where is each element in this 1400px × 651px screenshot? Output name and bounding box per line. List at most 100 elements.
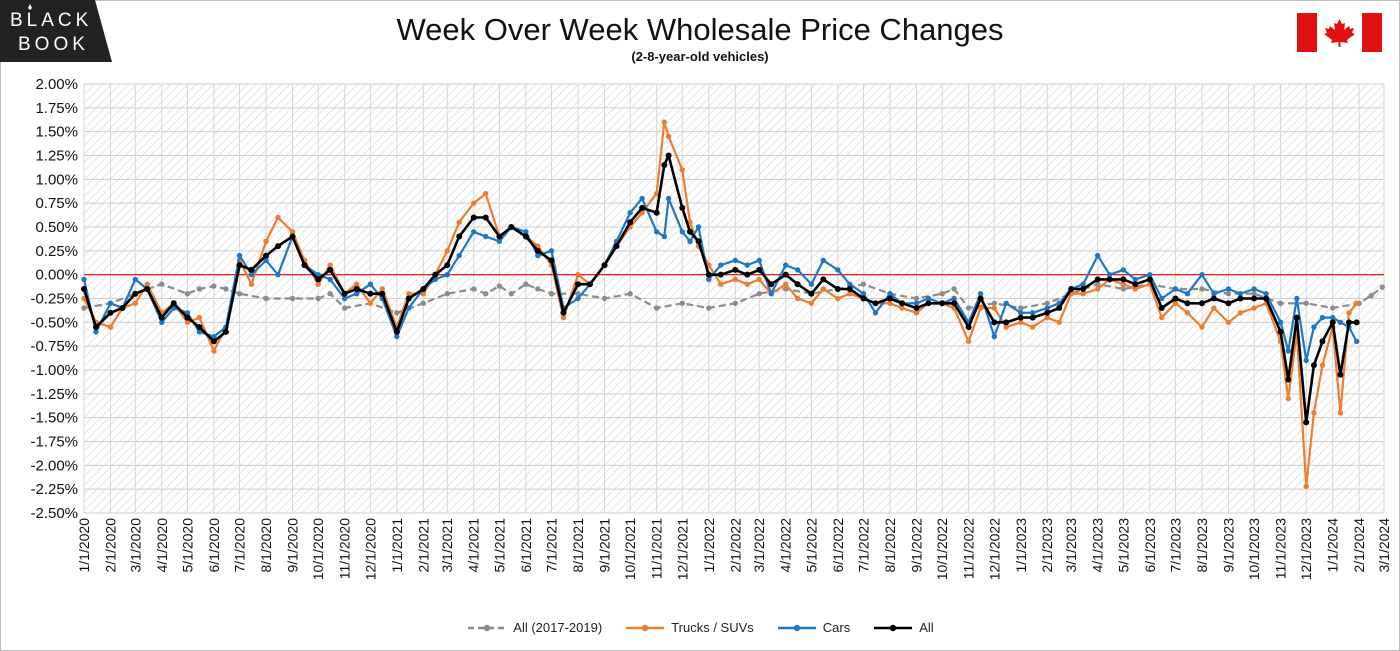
data-point <box>695 238 702 245</box>
data-point <box>353 291 360 297</box>
data-point <box>289 229 296 235</box>
x-tick-label: 8/1/2020 <box>258 518 274 573</box>
data-point <box>835 267 841 273</box>
x-tick-label: 12/1/2021 <box>674 518 690 580</box>
data-point <box>991 333 997 340</box>
data-point <box>159 319 165 326</box>
y-tick-label: -1.50% <box>30 410 78 427</box>
data-point <box>794 267 801 273</box>
y-tick-label: 1.25% <box>35 148 78 165</box>
y-tick-label: 0.00% <box>35 267 78 284</box>
data-point <box>1294 295 1300 302</box>
data-point <box>1094 276 1101 283</box>
x-tick-label: 1/1/2020 <box>76 518 92 573</box>
data-point <box>1303 300 1309 306</box>
data-point <box>1044 300 1050 306</box>
data-point <box>756 257 762 264</box>
data-point <box>535 286 541 292</box>
data-point <box>732 276 738 283</box>
y-tick-label: -0.50% <box>30 314 78 331</box>
data-point <box>1003 319 1010 326</box>
data-point <box>236 252 243 259</box>
data-point <box>210 338 217 345</box>
data-point <box>627 210 633 216</box>
x-tick-label: 3/1/2021 <box>439 518 455 573</box>
data-point <box>263 257 269 264</box>
data-point <box>1310 362 1317 369</box>
data-point <box>456 252 462 259</box>
data-point <box>1346 310 1352 316</box>
x-tick-label: 11/1/2022 <box>961 518 977 579</box>
data-point <box>483 190 489 197</box>
data-point <box>1080 281 1086 287</box>
data-point <box>686 228 693 235</box>
data-point <box>522 233 529 240</box>
data-point <box>353 281 360 287</box>
data-point <box>1094 286 1101 292</box>
data-point <box>820 276 827 283</box>
y-tick-label: 0.25% <box>35 243 78 260</box>
data-point <box>665 152 672 159</box>
data-point <box>1277 300 1284 306</box>
data-point <box>820 257 827 264</box>
legend-swatch <box>874 624 913 631</box>
data-point <box>367 290 374 297</box>
data-point <box>456 219 462 225</box>
data-point <box>965 338 972 345</box>
data-point <box>1353 300 1360 306</box>
data-point <box>706 305 712 311</box>
legend-item: Trucks / SUVs <box>624 620 754 635</box>
data-point <box>301 262 308 269</box>
data-point <box>1120 286 1127 292</box>
data-point <box>939 300 946 307</box>
data-point <box>913 295 920 302</box>
legend: All (2017-2019) Trucks / SUVs Cars All <box>0 620 1400 635</box>
data-point <box>756 291 762 297</box>
data-point <box>783 262 789 268</box>
data-point <box>768 291 774 297</box>
data-point <box>705 271 712 278</box>
y-tick-label: 1.00% <box>35 171 78 188</box>
data-point <box>548 248 555 254</box>
x-tick-label: 9/1/2023 <box>1220 518 1236 573</box>
data-point <box>925 300 932 307</box>
data-point <box>951 300 958 307</box>
data-point <box>315 295 321 302</box>
data-point <box>327 262 333 268</box>
data-point <box>327 266 334 273</box>
data-point <box>808 281 815 287</box>
data-point <box>107 300 114 306</box>
data-point <box>794 295 801 302</box>
data-point <box>575 291 581 297</box>
data-point <box>860 291 867 297</box>
data-point <box>744 262 750 268</box>
data-point <box>965 305 972 311</box>
legend-swatch <box>626 624 665 631</box>
data-point <box>679 300 685 306</box>
data-point <box>405 295 412 302</box>
data-point <box>211 333 217 340</box>
data-point <box>315 281 321 287</box>
data-point <box>575 271 581 278</box>
data-point <box>1263 291 1269 297</box>
x-tick-label: 6/1/2020 <box>206 518 222 573</box>
data-point <box>1337 319 1344 326</box>
data-point <box>406 291 412 297</box>
y-tick-label: -1.00% <box>30 362 78 379</box>
data-point <box>1184 291 1191 297</box>
data-point <box>756 276 762 283</box>
data-point <box>744 281 750 287</box>
x-tick-label: 12/1/2020 <box>362 518 378 580</box>
x-tick-label: 3/1/2020 <box>127 518 143 573</box>
data-point <box>808 290 815 297</box>
y-tick-label: -2.25% <box>30 481 78 498</box>
y-tick-label: 0.50% <box>35 219 78 236</box>
data-point <box>1003 300 1009 306</box>
data-point <box>482 214 489 221</box>
data-point <box>223 286 229 292</box>
data-point <box>1132 286 1138 292</box>
data-point <box>170 300 177 307</box>
data-point <box>222 328 229 335</box>
data-point <box>444 262 451 269</box>
data-point <box>834 285 841 292</box>
